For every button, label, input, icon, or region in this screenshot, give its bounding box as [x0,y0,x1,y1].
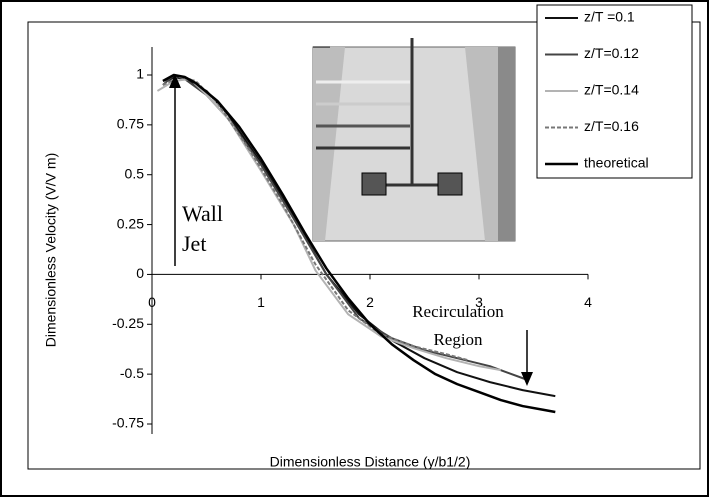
x-axis-label: Dimensionless Distance (y/b1/2) [270,454,471,470]
baffle-right [465,47,498,241]
y-tick-label: 0.25 [117,215,144,231]
impeller-blade [437,172,463,196]
series-line [162,74,529,382]
arrows [169,74,533,386]
annotation: Wall [182,201,223,226]
arrow-head [521,372,533,386]
annotation: Jet [182,231,206,256]
baffle-left [313,47,345,241]
y-axis-label: Dimensionless Velocity (V/V m) [43,153,59,348]
legend-label: z/T=0.16 [584,118,639,134]
x-tick-label: 4 [584,294,592,310]
y-tick-label: 0.75 [117,116,144,132]
series-line [162,73,556,414]
y-tick-label: -0.75 [112,415,144,431]
x-tick-label: 2 [366,294,374,310]
wall [498,47,515,241]
x-tick-label: 0 [148,294,156,310]
chart-frame [27,21,701,470]
legend-label: theoretical [584,155,649,171]
y-tick-label: -0.5 [120,365,144,381]
y-tick-label: 0.5 [125,165,145,181]
y-tick-label: -0.25 [112,315,144,331]
legend-label: z/T =0.1 [584,9,635,25]
inset-diagram [312,38,516,242]
legend-label: z/T=0.14 [584,82,639,98]
x-tick-label: 3 [475,294,483,310]
y-tick-label: 0 [136,265,144,281]
annotation: Region [433,330,483,349]
y-tick-label: 1 [136,66,144,82]
annotation: Recirculation [412,302,504,321]
arrow-head [169,74,181,88]
legend-label: z/T=0.12 [584,45,639,61]
impeller-blade [361,172,387,196]
x-tick-label: 1 [257,294,265,310]
